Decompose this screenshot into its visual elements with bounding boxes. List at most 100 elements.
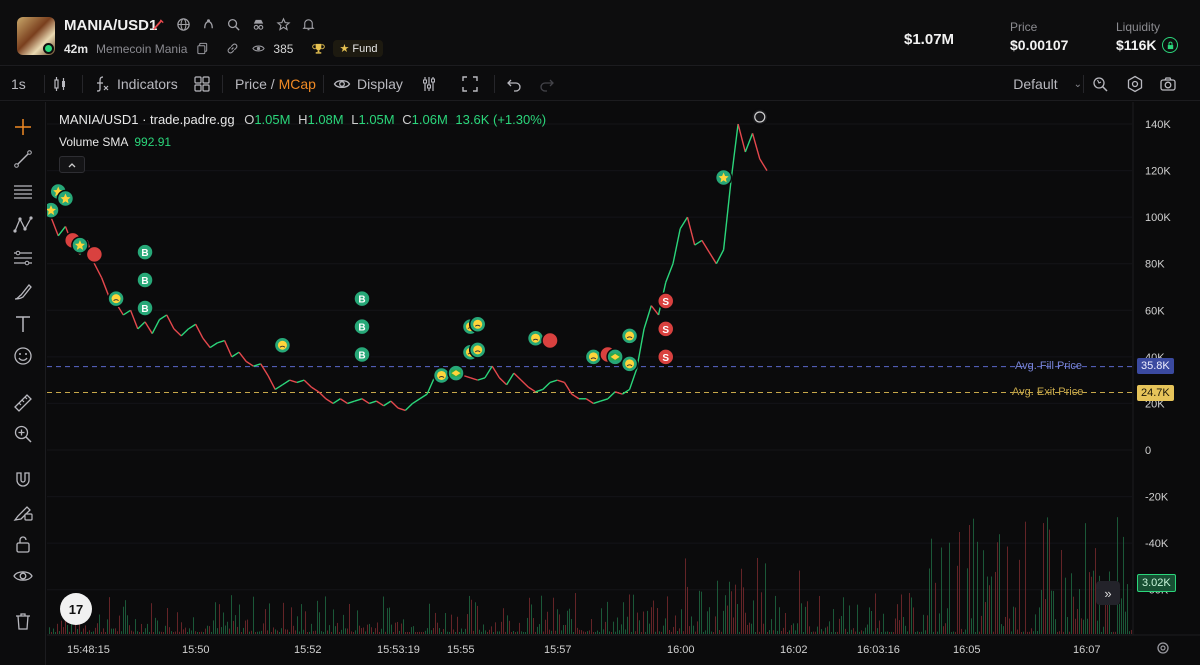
volume-bar xyxy=(99,614,100,634)
quick-search-button[interactable] xyxy=(1091,67,1109,101)
brush-icon[interactable] xyxy=(11,280,35,304)
settings-sliders-button[interactable] xyxy=(420,67,438,101)
edit-icon[interactable] xyxy=(150,16,166,32)
volume-bar xyxy=(249,631,250,634)
redo-button[interactable] xyxy=(538,67,556,101)
volume-bar xyxy=(187,632,188,634)
face-mouth xyxy=(626,364,633,367)
chart-settings-button[interactable] xyxy=(1126,67,1144,101)
copy-icon[interactable] xyxy=(195,42,209,56)
volume-tag: 3.02K xyxy=(1137,574,1176,592)
volume-bar xyxy=(935,582,936,634)
volume-bar xyxy=(313,631,314,634)
volume-bar xyxy=(431,630,432,634)
volume-bar xyxy=(981,615,982,634)
volume-bar xyxy=(383,596,384,634)
fib-icon[interactable] xyxy=(11,180,35,204)
volume-bar xyxy=(515,631,516,634)
ruler-icon[interactable] xyxy=(11,391,35,415)
volume-bar xyxy=(155,617,156,634)
volume-bar xyxy=(315,630,316,634)
liquidity-label: Liquidity xyxy=(1116,20,1161,34)
interval-button[interactable]: 1s xyxy=(11,67,26,101)
volume-bar xyxy=(497,631,498,634)
globe-icon[interactable] xyxy=(175,16,191,32)
display-button[interactable]: Display xyxy=(333,67,403,101)
price-segment xyxy=(607,391,616,400)
community-icon[interactable] xyxy=(200,16,216,32)
crosshair-icon[interactable] xyxy=(11,115,35,139)
volume-bar xyxy=(463,631,464,634)
magnet-icon[interactable] xyxy=(11,468,35,492)
pair-name[interactable]: MANIA/USD1 xyxy=(64,17,158,34)
price-segment xyxy=(122,309,131,316)
price-segment xyxy=(376,400,385,407)
price-chart[interactable]: 140K120K100K80K60K40K20K0-20K-40K-60K15:… xyxy=(47,102,1200,665)
volume-bar xyxy=(949,542,950,634)
token-logo[interactable] xyxy=(17,17,55,55)
volume-bar xyxy=(601,608,602,634)
volume-bar xyxy=(223,612,224,634)
price-mcap-toggle[interactable]: Price / MCap xyxy=(235,67,316,101)
price-toggle[interactable]: Price xyxy=(235,76,267,92)
undo-button[interactable] xyxy=(505,67,523,101)
volume-bar xyxy=(793,623,794,634)
tradingview-logo[interactable]: 17 xyxy=(60,593,92,625)
collapse-legend-button[interactable] xyxy=(59,156,85,173)
pattern-icon[interactable] xyxy=(11,213,35,237)
volume-bar xyxy=(885,631,886,634)
volume-bar xyxy=(535,631,536,634)
chart-plot[interactable]: 140K120K100K80K60K40K20K0-20K-40K-60K15:… xyxy=(47,102,1200,665)
candle-type-button[interactable] xyxy=(51,67,69,101)
volume-bar xyxy=(739,631,740,634)
volume-bar xyxy=(757,557,758,634)
price-segment xyxy=(267,375,276,390)
trash-icon[interactable] xyxy=(11,609,35,633)
spinner-icon xyxy=(754,111,766,123)
volume-bar xyxy=(729,581,730,634)
layout-dropdown[interactable]: Default ⌄ xyxy=(1013,67,1082,101)
volume-bar xyxy=(151,603,152,634)
zoom-icon[interactable] xyxy=(11,422,35,446)
volume-label: Volume SMA xyxy=(59,135,129,149)
mcap-toggle[interactable]: MCap xyxy=(278,76,316,92)
text-icon[interactable] xyxy=(11,312,35,336)
link-icon[interactable] xyxy=(225,42,239,56)
trade-marker-label: B xyxy=(358,295,365,306)
volume-bar xyxy=(1003,626,1004,634)
volume-bar xyxy=(891,631,892,634)
volume-bar xyxy=(957,565,958,634)
star-icon[interactable] xyxy=(275,16,291,32)
volume-bar xyxy=(269,603,270,634)
lock-draw-icon[interactable] xyxy=(11,500,35,524)
volume-bar xyxy=(915,631,916,634)
price-segment xyxy=(679,216,689,230)
projection-icon[interactable] xyxy=(11,246,35,270)
trophy-icon[interactable] xyxy=(311,42,325,56)
spy-icon[interactable] xyxy=(250,16,266,32)
bell-icon[interactable] xyxy=(300,16,316,32)
volume-bar xyxy=(867,624,868,634)
search-icon[interactable] xyxy=(225,16,241,32)
volume-bar xyxy=(1059,631,1060,634)
trendline-icon[interactable] xyxy=(11,147,35,171)
volume-bar xyxy=(1041,589,1042,634)
emoji-icon[interactable] xyxy=(11,344,35,368)
screenshot-button[interactable] xyxy=(1159,67,1177,101)
visibility-icon[interactable] xyxy=(11,564,35,588)
volume-bar xyxy=(359,625,360,634)
volume-bar xyxy=(1079,589,1080,634)
trade-marker xyxy=(541,331,559,350)
indicators-button[interactable]: Indicators xyxy=(93,67,178,101)
volume-bar xyxy=(479,629,480,634)
volume-bar xyxy=(89,630,90,634)
volume-bar xyxy=(117,631,118,634)
axis-settings-icon[interactable] xyxy=(1155,640,1171,656)
volume-bar xyxy=(519,622,520,634)
lock-icon[interactable] xyxy=(11,532,35,556)
fund-badge[interactable]: ★ Fund xyxy=(333,40,384,57)
price-segment xyxy=(737,123,746,153)
templates-button[interactable] xyxy=(193,67,211,101)
scroll-to-realtime-button[interactable]: » xyxy=(1096,581,1120,605)
fullscreen-button[interactable] xyxy=(461,67,479,101)
